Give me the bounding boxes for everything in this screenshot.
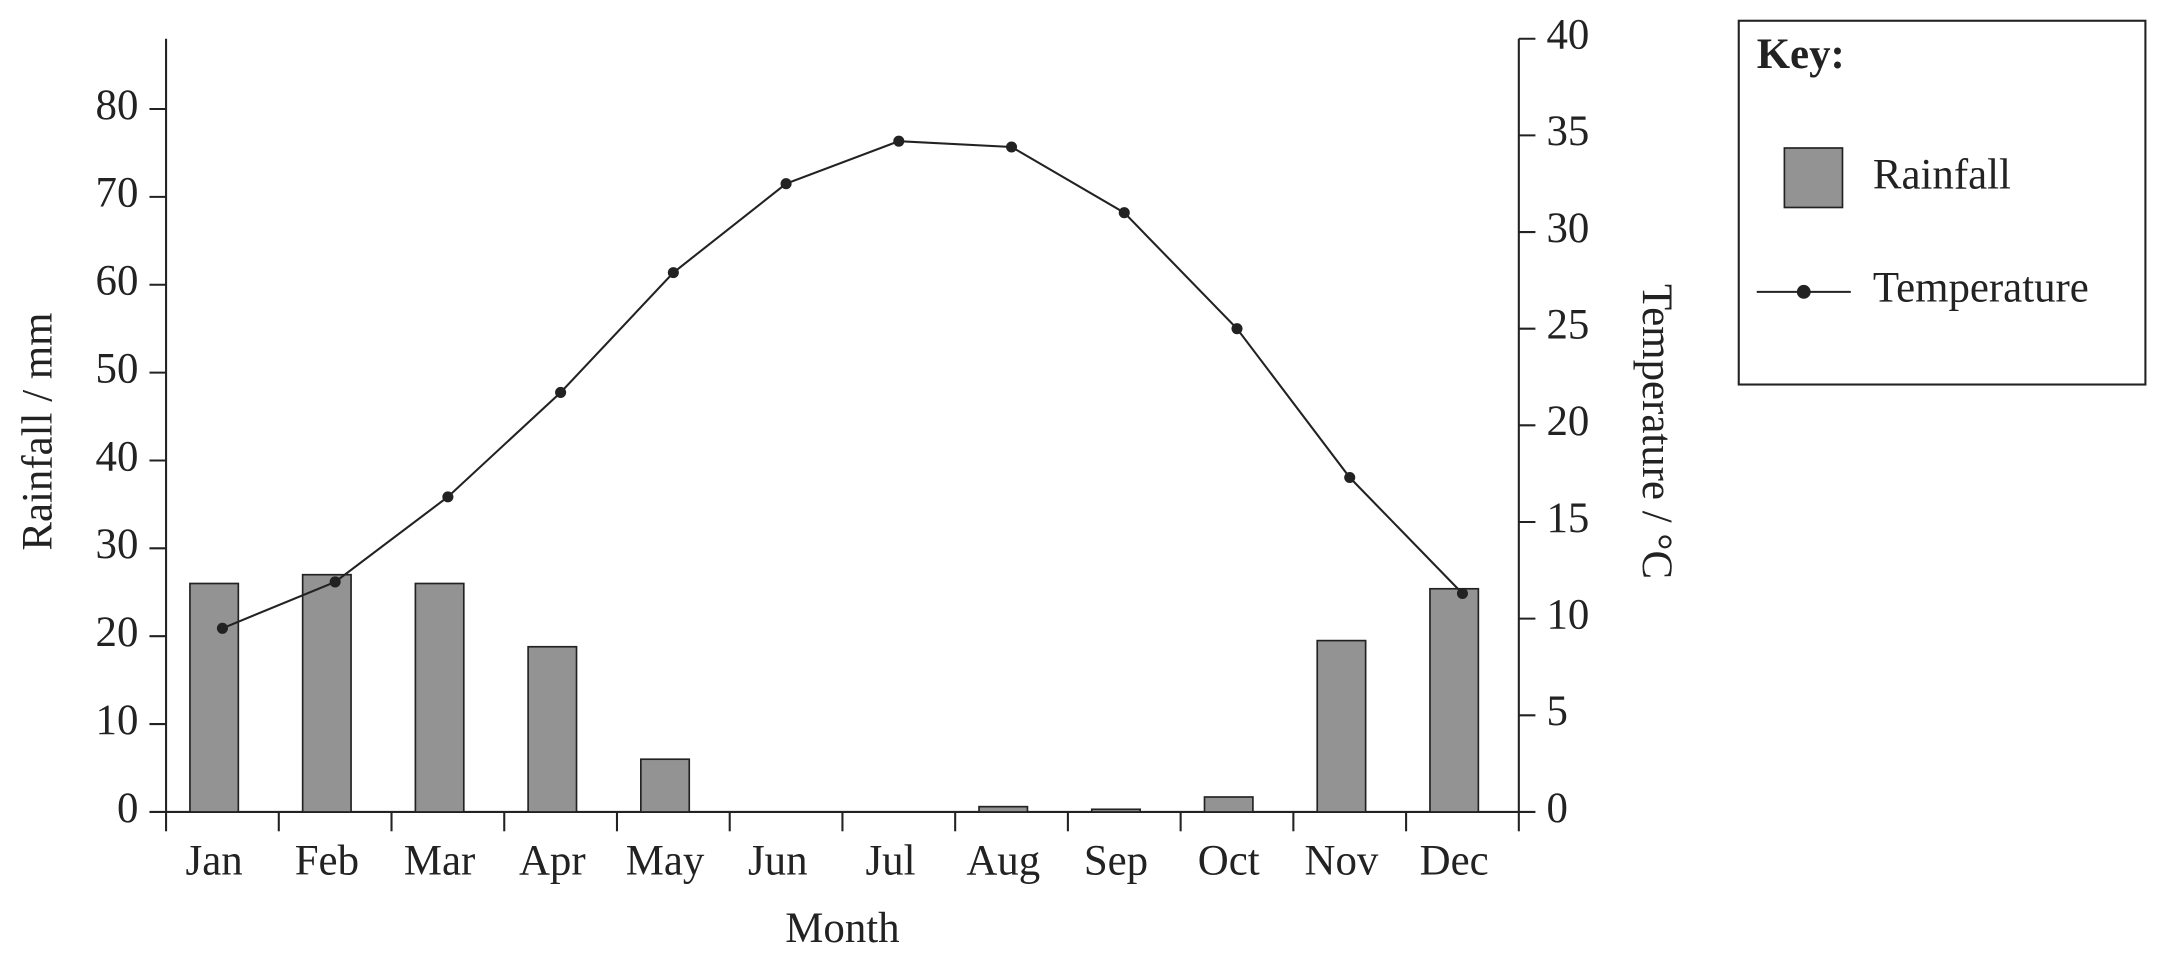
temperature-point <box>216 622 228 634</box>
y-tick-label: 60 <box>96 258 139 305</box>
y-tick-label: 20 <box>96 609 139 656</box>
y2-tick-label: 15 <box>1546 495 1589 542</box>
bar <box>1203 796 1254 813</box>
y-tick-label: 70 <box>96 170 139 217</box>
legend-label: Temperature <box>1873 265 2089 312</box>
y2-axis-label: Temperature / °C <box>1633 284 1680 579</box>
temperature-point <box>442 491 454 503</box>
x-tick-label: Jul <box>865 837 915 884</box>
bar <box>640 758 691 813</box>
y-tick-label: 30 <box>96 521 139 568</box>
x-tick-label: Oct <box>1198 837 1260 884</box>
legend-label: Rainfall <box>1873 151 2011 198</box>
y-tick-label: 80 <box>96 82 139 129</box>
legend-swatch <box>1783 147 1844 209</box>
y-tick-label: 0 <box>117 785 138 832</box>
bar <box>301 573 352 813</box>
bar <box>414 582 465 813</box>
y2-tick-label: 10 <box>1546 591 1589 638</box>
temperature-point <box>1118 207 1130 219</box>
y2-tick-label: 25 <box>1546 302 1589 349</box>
temperature-point <box>1006 141 1018 153</box>
y-tick-label: 40 <box>96 433 139 480</box>
bar <box>1316 639 1367 813</box>
temperature-point <box>1231 323 1243 335</box>
temperature-point <box>893 135 905 147</box>
legend-box <box>1737 19 2147 386</box>
legend-dot <box>1796 284 1811 299</box>
temperature-point <box>780 178 792 190</box>
y2-tick-label: 5 <box>1546 688 1567 735</box>
temperature-line <box>222 140 1464 630</box>
y2-tick-label: 30 <box>1546 205 1589 252</box>
temperature-point <box>555 386 567 399</box>
x-tick-label: Jan <box>186 837 243 884</box>
x-tick-label: Feb <box>295 837 359 884</box>
bar <box>1090 808 1142 813</box>
bar <box>978 805 1029 813</box>
y-tick-label: 10 <box>96 697 139 744</box>
temperature-point <box>1456 587 1468 600</box>
x-tick-label: Apr <box>519 837 586 884</box>
temperature-point <box>329 576 341 588</box>
x-tick-label: Dec <box>1420 837 1489 884</box>
x-tick-label: Nov <box>1305 837 1379 884</box>
y-tick-label: 50 <box>96 345 139 392</box>
legend-title: Key: <box>1757 31 1845 78</box>
x-tick-label: May <box>626 837 705 884</box>
y2-tick-label: 35 <box>1546 108 1589 155</box>
x-tick-label: Sep <box>1084 837 1148 884</box>
y2-tick-label: 20 <box>1546 398 1589 445</box>
x-tick-label: Mar <box>404 837 475 884</box>
x-tick-label: Aug <box>966 837 1040 884</box>
y-axis-label: Rainfall / mm <box>14 313 61 551</box>
x-tick-label: Jun <box>748 837 808 884</box>
x-axis-label: Month <box>785 905 899 952</box>
bar <box>189 582 240 813</box>
bar <box>527 645 578 813</box>
temperature-point <box>1344 471 1356 484</box>
y2-tick-label: 0 <box>1546 785 1567 832</box>
y2-tick-label: 40 <box>1546 12 1589 59</box>
bar <box>1429 587 1480 813</box>
temperature-point <box>667 267 679 279</box>
